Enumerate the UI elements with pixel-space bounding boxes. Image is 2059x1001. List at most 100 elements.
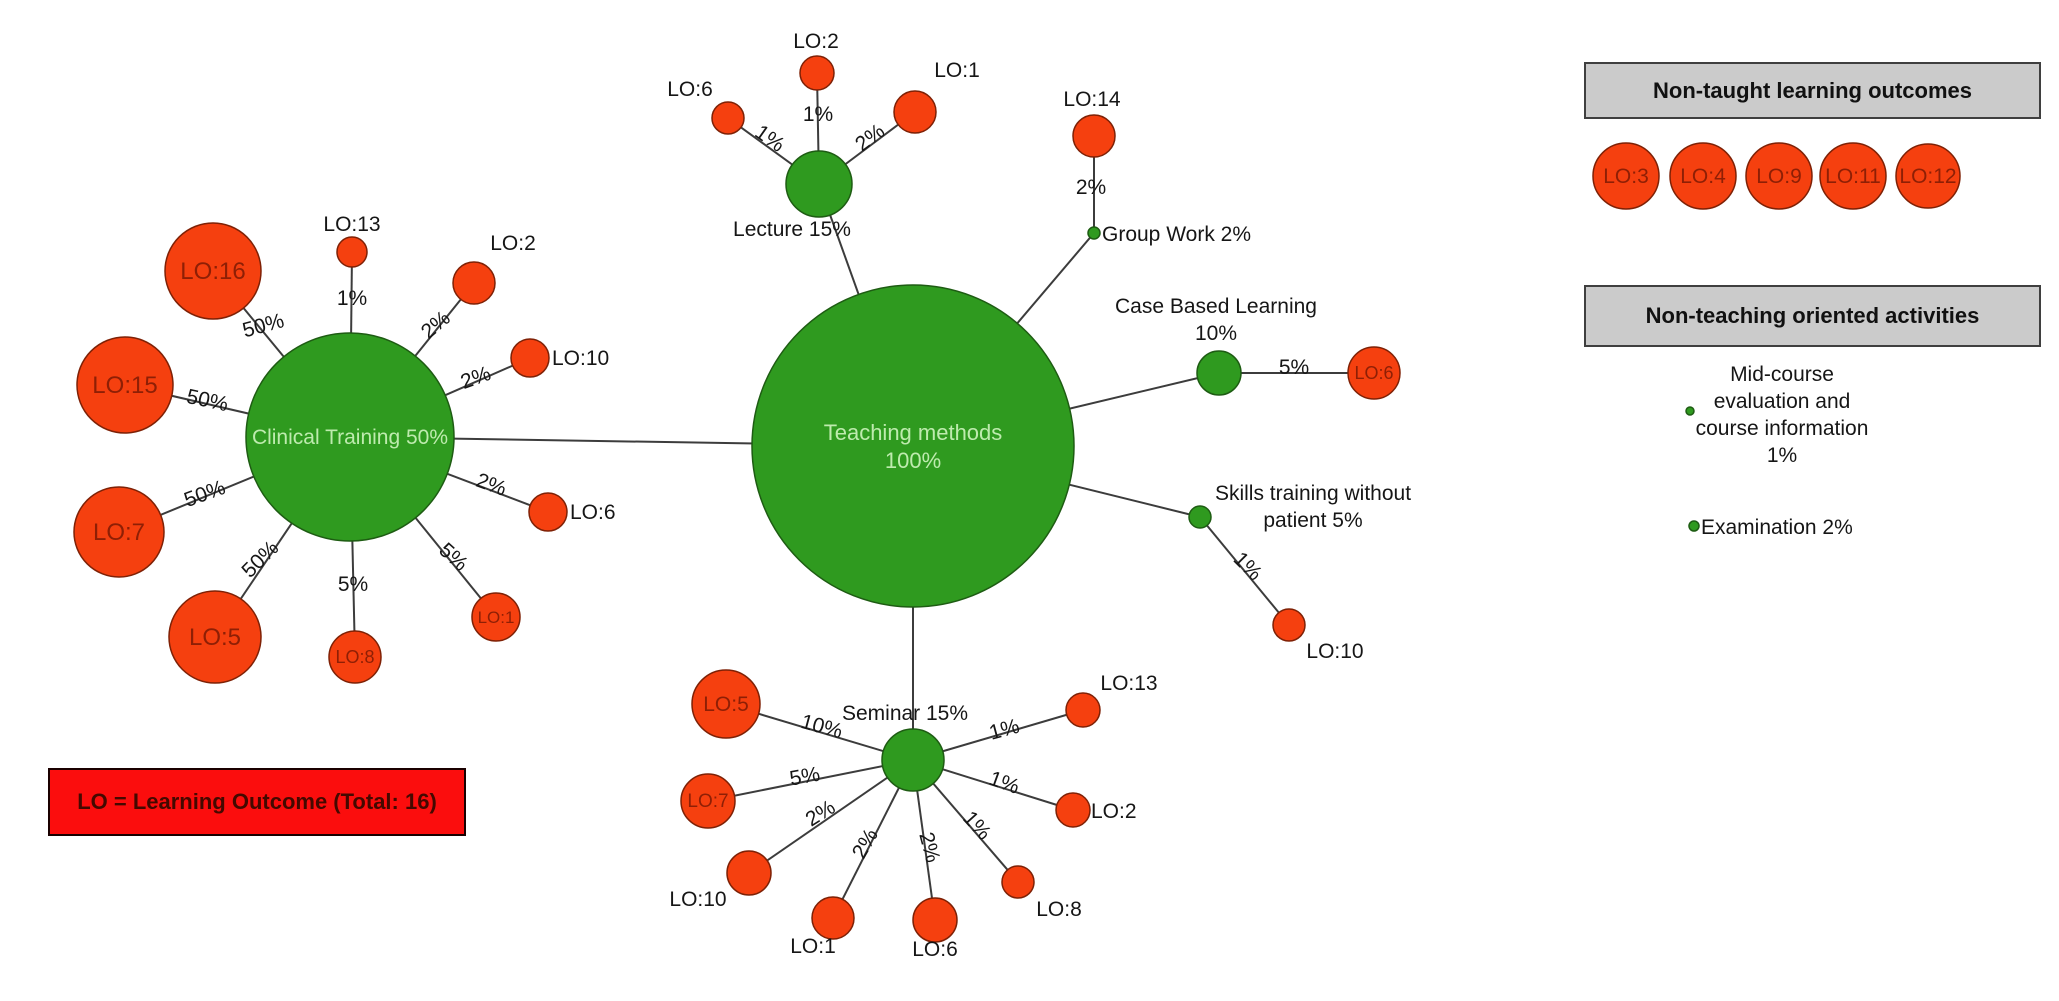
label-m8: LO:8 bbox=[1036, 898, 1082, 921]
label-l6: LO:6 bbox=[667, 78, 713, 101]
node-g14 bbox=[1072, 114, 1116, 158]
node-l1 bbox=[893, 90, 937, 134]
node-c5 bbox=[168, 590, 262, 684]
edge-label-4: 50% bbox=[184, 385, 230, 416]
node-m13 bbox=[1065, 692, 1101, 728]
edge-label-2: 2% bbox=[417, 306, 455, 343]
node-teaching bbox=[751, 284, 1075, 608]
edge-label-1: 1% bbox=[337, 287, 367, 310]
node-skills bbox=[1188, 505, 1212, 529]
node-r9 bbox=[1745, 142, 1813, 210]
label-r11: LO:11 bbox=[1825, 165, 1881, 188]
edge-label-12: 2% bbox=[851, 119, 889, 156]
node-c7 bbox=[73, 486, 165, 578]
node-b6 bbox=[1347, 346, 1401, 400]
label-l1: LO:1 bbox=[934, 59, 980, 82]
node-c8 bbox=[328, 630, 382, 684]
edge-label-14: 5% bbox=[1279, 356, 1309, 379]
non-teaching-activities-header: Non-teaching oriented activities bbox=[1584, 285, 2041, 347]
edge-label-20: 2% bbox=[914, 830, 944, 865]
node-m1 bbox=[811, 896, 855, 940]
label-c5: LO:5 bbox=[189, 624, 241, 651]
node-l2 bbox=[799, 55, 835, 91]
label-c1: LO:1 bbox=[478, 608, 515, 627]
node-c10 bbox=[510, 338, 550, 378]
label-r12: LO:12 bbox=[1899, 165, 1956, 188]
node-exam bbox=[1688, 520, 1700, 532]
node-m8 bbox=[1001, 865, 1035, 899]
edge-label-3: 2% bbox=[458, 362, 494, 394]
node-m2 bbox=[1055, 792, 1091, 828]
edge-label-23: 1% bbox=[987, 715, 1022, 745]
edge-label-6: 50% bbox=[181, 476, 228, 512]
edge-label-13: 2% bbox=[1076, 176, 1106, 199]
label-m1: LO:1 bbox=[790, 935, 836, 958]
edge-skills-s10 bbox=[1199, 516, 1290, 626]
label-s10: LO:10 bbox=[1306, 640, 1363, 663]
node-r3 bbox=[1592, 142, 1660, 210]
edge-label-8: 5% bbox=[338, 573, 368, 596]
node-l6 bbox=[711, 101, 745, 135]
label-r9: LO:9 bbox=[1756, 165, 1802, 188]
edge-label-18: 2% bbox=[802, 796, 840, 832]
label-m6: LO:6 bbox=[912, 938, 958, 961]
label-cbl: Case Based Learning 10% bbox=[1115, 295, 1317, 345]
edge-label-17: 5% bbox=[788, 763, 822, 791]
edge-seminar-m7 bbox=[707, 759, 914, 802]
label-seminar: Seminar 15% bbox=[842, 702, 968, 725]
edge-label-21: 1% bbox=[958, 807, 995, 845]
node-c2 bbox=[452, 261, 496, 305]
edge-label-7: 50% bbox=[237, 536, 283, 582]
node-r12 bbox=[1895, 143, 1961, 209]
node-c16 bbox=[164, 222, 262, 320]
label-m13: LO:13 bbox=[1100, 672, 1157, 695]
node-m10 bbox=[726, 850, 772, 896]
label-c13: LO:13 bbox=[323, 213, 380, 236]
label-c16: LO:16 bbox=[180, 258, 245, 285]
label-clinical: Clinical Training 50% bbox=[252, 426, 448, 449]
node-seminar bbox=[881, 728, 945, 792]
label-g14: LO:14 bbox=[1063, 88, 1121, 111]
node-c6 bbox=[528, 492, 568, 532]
label-c15: LO:15 bbox=[92, 372, 157, 399]
node-cbl bbox=[1196, 350, 1242, 396]
label-c7: LO:7 bbox=[93, 519, 145, 546]
label-c6: LO:6 bbox=[570, 501, 616, 524]
edge-label-11: 1% bbox=[803, 103, 833, 126]
node-m5 bbox=[691, 669, 761, 739]
node-c1 bbox=[471, 592, 521, 642]
node-lecture bbox=[785, 150, 853, 218]
non-taught-outcomes-header: Non-taught learning outcomes bbox=[1584, 62, 2041, 119]
label-m10: LO:10 bbox=[669, 888, 726, 911]
label-r3: LO:3 bbox=[1603, 165, 1649, 188]
label-exam: Examination 2% bbox=[1701, 516, 1853, 539]
edge-label-22: 1% bbox=[986, 767, 1022, 799]
edge-label-16: 10% bbox=[798, 710, 845, 743]
label-midcourse: Mid-course evaluation and course informati… bbox=[1696, 363, 1869, 467]
edge-label-9: 5% bbox=[434, 538, 472, 575]
label-m2: LO:2 bbox=[1091, 800, 1137, 823]
label-m5: LO:5 bbox=[703, 693, 749, 716]
label-skills: Skills training without patient 5% bbox=[1215, 482, 1411, 532]
label-m7: LO:7 bbox=[687, 791, 728, 812]
edge-label-0: 50% bbox=[240, 309, 287, 342]
node-c15 bbox=[76, 336, 174, 434]
edge-label-10: 1% bbox=[751, 121, 789, 157]
label-c8: LO:8 bbox=[335, 647, 374, 667]
label-c2: LO:2 bbox=[490, 232, 536, 255]
node-m7 bbox=[680, 773, 736, 829]
label-l2: LO:2 bbox=[793, 30, 839, 53]
node-c13 bbox=[336, 236, 368, 268]
node-s10 bbox=[1272, 608, 1306, 642]
node-groupwork bbox=[1087, 226, 1101, 240]
node-clinical bbox=[245, 332, 455, 542]
label-c10: LO:10 bbox=[552, 347, 609, 370]
node-r11 bbox=[1819, 142, 1887, 210]
edge-label-15: 1% bbox=[1229, 548, 1267, 586]
label-b6: LO:6 bbox=[1354, 363, 1393, 383]
label-groupwork: Group Work 2% bbox=[1102, 223, 1251, 246]
label-teaching: Teaching methods 100% bbox=[824, 420, 1003, 473]
label-lecture: Lecture 15% bbox=[733, 218, 851, 241]
